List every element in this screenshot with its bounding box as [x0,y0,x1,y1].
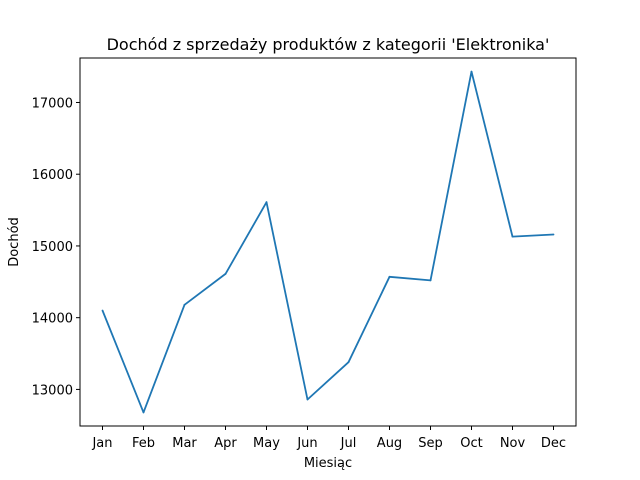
x-tick-label: Sep [418,436,443,451]
x-tick-label: Mar [172,436,197,451]
y-axis-label: Dochód [7,217,22,267]
data-point [429,279,432,282]
data-point [552,233,555,236]
data-point [511,235,514,238]
x-tick-label: Apr [214,436,237,451]
data-point [265,201,268,204]
x-tick-label: Oct [460,436,482,451]
y-tick-label: 14000 [32,312,73,327]
data-point [142,411,145,414]
chart-title: Dochód z sprzedaży produktów z kategorii… [107,35,550,54]
data-point [183,303,186,306]
y-tick-label: 15000 [32,240,73,255]
data-point [101,309,104,312]
x-axis-label: Miesiąc [304,456,352,471]
x-tick-label: Jan [91,436,112,451]
y-tick-label: 17000 [32,96,73,111]
x-tick-label: Nov [500,436,526,451]
y-tick-label: 16000 [32,168,73,183]
x-tick-label: Aug [377,436,402,451]
series-line [101,70,554,414]
data-point [347,361,350,364]
plot-area-frame [79,57,577,427]
x-tick-label: Feb [132,436,155,451]
x-tick-label: Jul [340,436,357,451]
data-point [470,70,473,73]
data-point [306,398,309,401]
x-tick-label: Jun [296,436,317,451]
x-tick-label: May [253,436,280,451]
x-tick-label: Dec [541,436,566,451]
data-point [388,275,391,278]
y-tick-label: 13000 [32,383,73,398]
data-point [224,273,227,275]
